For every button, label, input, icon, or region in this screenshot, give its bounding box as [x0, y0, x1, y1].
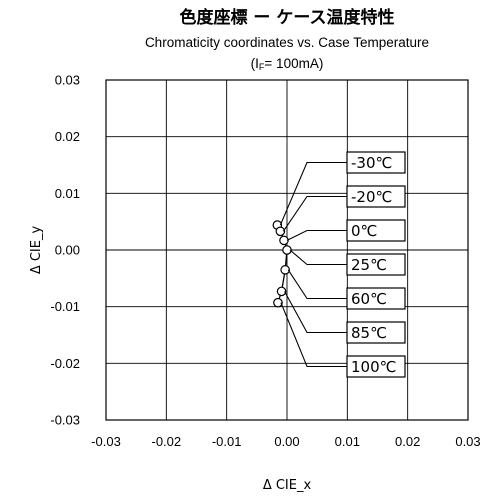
- data-point-marker: [275, 226, 286, 237]
- leader-line: [279, 161, 347, 226]
- point-label: 100℃: [351, 358, 396, 376]
- point-label: 85℃: [351, 324, 387, 342]
- x-axis-label: Δ CIE_x: [263, 478, 312, 493]
- y-tick-label: 0.00: [55, 243, 80, 258]
- y-tick-label: -0.02: [50, 356, 80, 371]
- point-label: 0℃: [351, 222, 377, 240]
- x-tick-label: -0.01: [212, 434, 242, 449]
- point-label-box: [346, 355, 406, 378]
- leader-line: [289, 249, 347, 266]
- x-tick-label: -0.03: [91, 434, 121, 449]
- tick-labels: -0.03 -0.02 -0.01 0.00 0.01 0.02 0.03 -0.03 -0.0…: [50, 73, 480, 450]
- point-label: -30℃: [351, 154, 392, 172]
- y-tick-label: -0.03: [50, 413, 80, 428]
- chart-subtitle: Chromaticity coordinates vs. Case Temper…: [145, 35, 429, 50]
- data-point-marker: [282, 245, 292, 255]
- point-label-box: [346, 287, 406, 310]
- x-tick-label: 0.02: [395, 434, 420, 449]
- point-label: -20℃: [351, 188, 392, 206]
- y-tick-label: 0.02: [55, 129, 80, 144]
- x-tick-label: 0.01: [335, 434, 360, 449]
- point-label-box: [346, 185, 406, 208]
- point-labels: -30℃ -20℃ 0℃ 25℃ 60℃ 85℃ 100℃: [279, 151, 406, 378]
- leader-line: [287, 269, 347, 300]
- point-label: 60℃: [351, 290, 387, 308]
- data-point-marker: [276, 286, 287, 297]
- leader-line: [282, 195, 347, 232]
- point-label-box: [346, 253, 406, 276]
- x-tick-label: 0.03: [455, 434, 480, 449]
- x-tick-label: -0.02: [152, 434, 182, 449]
- plot-frame: [105, 79, 469, 421]
- point-label-box: [346, 151, 406, 174]
- chart-title: 色度座標 ー ケース温度特性: [180, 7, 395, 28]
- point-label: 25℃: [351, 256, 387, 274]
- chart-condition: (IF= 100mA): [251, 56, 324, 72]
- data-point-marker: [280, 265, 290, 275]
- x-tick-label: 0.00: [274, 434, 299, 449]
- data-point-marker: [279, 235, 289, 246]
- y-tick-label: 0.01: [55, 186, 80, 201]
- y-tick-label: -0.01: [50, 299, 80, 314]
- leader-line: [286, 229, 347, 241]
- point-label-box: [346, 321, 406, 344]
- point-label-box: [346, 219, 406, 242]
- y-tick-label: 0.03: [55, 73, 80, 88]
- leader-line: [280, 302, 347, 368]
- leader-line: [284, 291, 347, 334]
- data-point-marker: [273, 297, 283, 308]
- y-axis-label: Δ CIE_y: [29, 226, 44, 275]
